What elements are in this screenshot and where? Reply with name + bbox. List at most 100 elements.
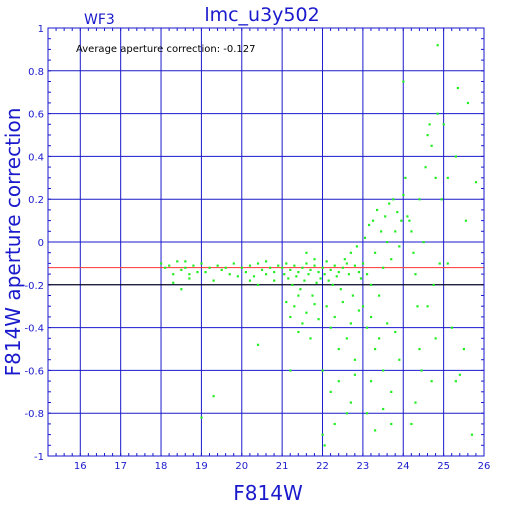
scatter-point — [436, 44, 439, 47]
x-axis-label: F814W — [233, 481, 303, 505]
scatter-point — [301, 322, 304, 325]
scatter-point — [398, 358, 401, 361]
scatter-point — [458, 373, 461, 376]
scatter-point — [269, 266, 272, 269]
scatter-point — [285, 262, 288, 265]
scatter-point — [232, 262, 235, 265]
scatter-point — [353, 264, 357, 267]
scatter-point — [293, 305, 296, 308]
scatter-point — [341, 300, 344, 304]
y-axis-label: F814W aperture correction — [1, 108, 25, 377]
scatter-point — [438, 262, 441, 265]
scatter-point — [265, 260, 268, 263]
scatter-point — [289, 268, 292, 272]
scatter-point — [204, 270, 207, 274]
scatter-point — [323, 273, 326, 276]
scatter-point — [335, 275, 338, 278]
scatter-point — [462, 348, 466, 351]
scatter-point — [329, 326, 332, 329]
scatter-point — [200, 262, 203, 265]
scatter-point — [248, 279, 252, 282]
scatter-point — [343, 258, 346, 261]
x-tick-label: 21 — [276, 461, 289, 472]
x-tick-label: 26 — [478, 461, 491, 472]
y-tick-label: 1 — [38, 24, 44, 35]
scatter-point — [374, 348, 377, 351]
y-tick-label: -0.4 — [24, 324, 44, 335]
scatter-point — [160, 262, 163, 265]
scatter-point — [240, 266, 243, 269]
scatter-point — [309, 337, 312, 340]
scatter-point — [404, 176, 407, 179]
scatter-point — [325, 260, 328, 263]
scatter-point — [345, 412, 348, 415]
scatter-point — [333, 315, 336, 319]
scatter-point — [408, 219, 411, 222]
scatter-point — [337, 270, 340, 274]
scatter-point — [432, 283, 435, 286]
average-annotation: Average aperture correction: -0.127 — [76, 44, 256, 55]
scatter-point — [349, 401, 352, 404]
scatter-point — [349, 322, 352, 325]
scatter-point — [228, 273, 231, 276]
scatter-point — [256, 262, 260, 265]
scatter-point — [333, 264, 336, 267]
scatter-point — [466, 101, 470, 105]
scatter-point — [307, 273, 310, 276]
scatter-point — [168, 264, 171, 267]
scatter-point — [386, 322, 389, 325]
scatter-point — [420, 369, 423, 372]
x-tick-label: 18 — [155, 461, 168, 472]
x-tick-label: 23 — [357, 461, 370, 472]
scatter-point — [428, 123, 431, 126]
x-tick-label: 24 — [397, 461, 410, 472]
scatter-point — [426, 305, 429, 308]
scatter-point — [313, 258, 316, 261]
scatter-point — [180, 288, 183, 291]
reference-lines — [48, 267, 484, 286]
scatter-point — [361, 262, 365, 265]
scatter-point — [424, 166, 427, 169]
scatter-point — [248, 264, 252, 267]
scatter-point — [325, 305, 328, 308]
scatter-point — [265, 273, 268, 276]
scatter-point — [390, 258, 393, 261]
scatter-point — [224, 266, 227, 269]
scatter-point — [390, 390, 393, 393]
scatter-point — [390, 422, 393, 426]
x-tick-label: 22 — [316, 461, 329, 472]
y-tick-label: -0.2 — [24, 281, 44, 292]
scatter-point — [295, 275, 298, 278]
scatter-point — [309, 268, 312, 272]
scatter-point — [396, 211, 399, 214]
y-tick-label: 0.4 — [28, 152, 44, 163]
scatter-point — [329, 268, 332, 272]
scatter-point — [378, 337, 381, 340]
scatter-point — [333, 422, 336, 426]
scatter-point — [363, 236, 367, 239]
scatter-point — [430, 380, 433, 383]
scatter-point — [212, 395, 215, 398]
scatter-point — [273, 279, 276, 282]
scatter-point — [180, 268, 183, 272]
scatter-point — [297, 294, 300, 297]
scatter-point — [464, 219, 468, 222]
scatter-point — [446, 176, 449, 179]
scatter-point — [339, 288, 342, 291]
scatter-point — [236, 275, 239, 278]
scatter-point — [359, 277, 363, 280]
y-tick-label: -1 — [34, 452, 44, 463]
scatter-point — [376, 208, 379, 212]
scatter-point — [256, 283, 260, 286]
scatter-point — [252, 275, 256, 278]
scatter-point — [365, 273, 369, 276]
scatter-point — [367, 223, 371, 227]
scatter-point — [212, 279, 215, 282]
scatter-point — [299, 288, 302, 291]
scatter-point — [416, 305, 419, 308]
scatter-point — [289, 369, 292, 372]
scatter-point — [305, 311, 308, 314]
scatter-point — [398, 245, 401, 248]
scatter-point — [456, 86, 459, 90]
